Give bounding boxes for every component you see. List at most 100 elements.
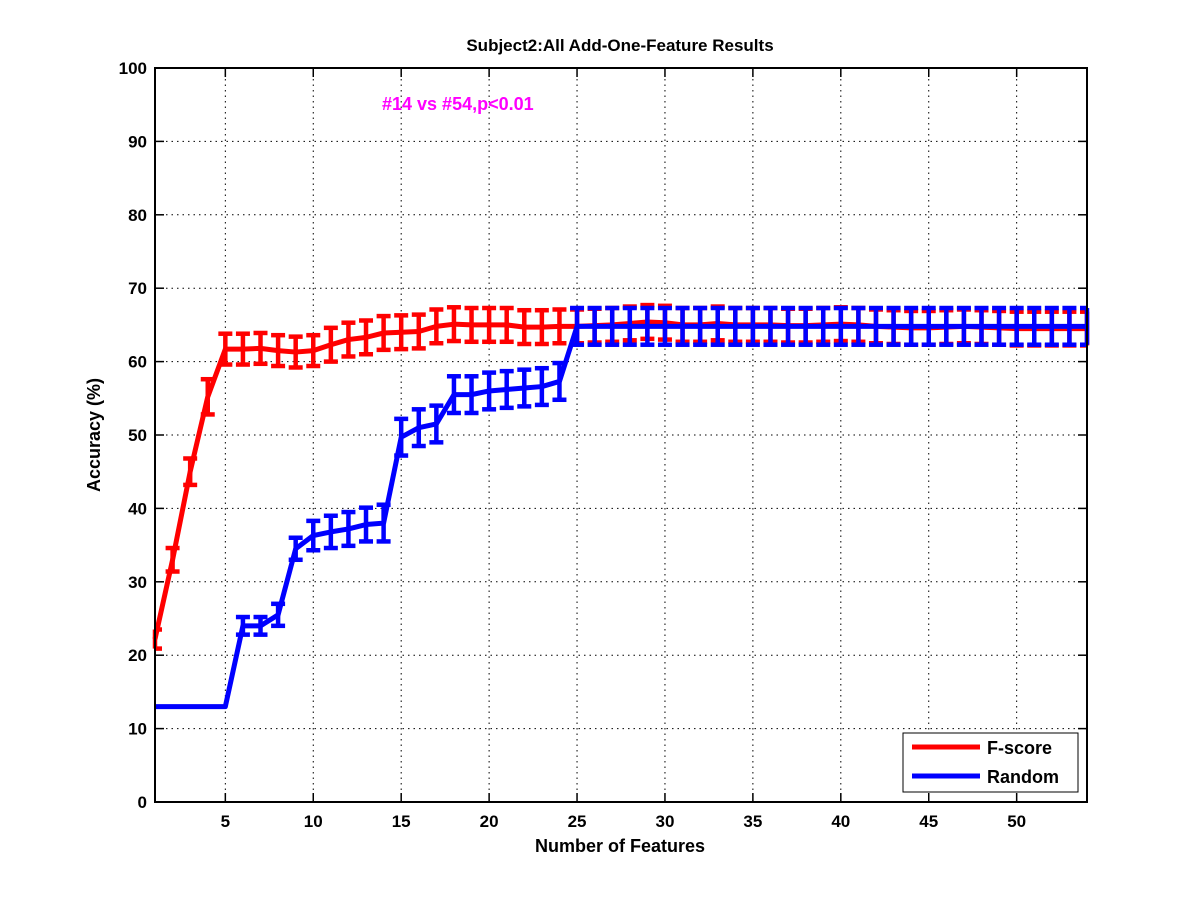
legend-label-random: Random [987,767,1059,787]
error-bar-random [939,305,954,347]
series-layer [152,302,1090,710]
legend-box [902,732,1079,793]
error-bar-random [710,305,725,347]
error-bar-random [745,305,760,347]
error-bar-fscore [534,307,549,347]
error-bar-random [341,509,356,549]
axis-ticks [155,67,1087,803]
y-tick-label: 10 [128,720,147,739]
error-bar-random [1027,305,1042,347]
x-tick-label: 50 [1007,812,1026,831]
y-tick-label: 20 [128,646,147,665]
legend: F-score Random [902,732,1079,793]
error-bar-fscore [446,305,461,344]
error-bar-fscore [306,332,321,369]
y-tick-label: 40 [128,499,147,518]
error-bar-fscore [341,320,356,359]
error-bar-random [587,305,602,347]
error-bar-random [622,305,637,347]
error-bar-random [534,365,549,408]
error-bar-random [1044,305,1059,347]
error-bar-random [394,416,409,458]
error-bar-fscore [323,325,338,364]
y-tick-label: 90 [128,132,147,151]
error-bar-fscore [253,330,268,367]
error-bar-fscore [183,456,198,488]
error-bar-fscore [429,307,444,346]
error-bar-random [763,305,778,347]
error-bar-random [464,374,479,416]
grid-lines [155,68,1087,802]
x-tick-label: 5 [221,812,230,831]
error-bar-random [376,502,391,544]
error-bar-fscore [235,331,250,367]
error-bar-fscore [218,331,233,367]
legend-label-fscore: F-score [987,738,1052,758]
error-bar-random [359,505,374,544]
x-tick-label: 45 [919,812,938,831]
error-bar-random [253,614,268,637]
significance-annotation: #14 vs #54,p<0.01 [382,94,534,114]
error-bar-random [904,305,919,347]
error-bar-random [552,360,567,403]
error-bar-fscore [165,545,180,574]
y-tick-label: 70 [128,279,147,298]
y-tick-label: 30 [128,573,147,592]
error-bar-fscore [499,305,514,345]
error-bar-fscore [517,307,532,347]
error-bar-random [921,305,936,347]
x-tick-label: 25 [568,812,587,831]
error-bar-random [657,305,672,347]
x-tick-label: 10 [304,812,323,831]
error-bar-random [992,305,1007,347]
x-tick-label: 20 [480,812,499,831]
y-axis-label: Accuracy (%) [84,378,104,492]
error-bar-random [781,305,796,347]
error-bar-random [675,305,690,347]
error-bar-random [288,535,303,563]
series-line-random [155,323,1087,710]
error-bar-random [605,305,620,347]
error-bar-fscore [359,318,374,357]
error-bar-random [446,374,461,416]
x-axis-label: Number of Features [535,836,705,856]
error-bar-random [1062,305,1077,347]
error-bar-random [235,614,250,637]
error-bar-fscore [394,313,409,352]
x-tick-label: 15 [392,812,411,831]
error-bar-random [429,403,444,445]
error-bar-random [482,370,497,412]
error-bar-fscore [288,334,303,370]
error-bar-random [851,305,866,347]
error-bar-random [323,513,338,551]
error-bar-fscore [376,313,391,353]
error-bar-random [956,305,971,347]
error-bar-random [499,368,514,411]
error-bar-fscore [411,312,426,351]
error-bar-fscore [464,305,479,345]
error-bar-random [411,407,426,449]
error-bar-random [868,305,883,347]
y-tick-label: 50 [128,426,147,445]
chart-title: Subject2:All Add-One-Feature Results [466,36,773,55]
error-bar-random [886,305,901,347]
error-bar-random [693,305,708,347]
error-bar-random [728,305,743,347]
error-bar-random [798,305,813,347]
error-bar-fscore [482,305,497,345]
error-bar-random [517,367,532,409]
error-bar-random [640,305,655,347]
error-bar-random [306,518,321,553]
error-bar-random [974,305,989,347]
error-bar-random [833,305,848,347]
error-bar-random [271,601,286,629]
y-tick-label: 100 [119,59,147,78]
error-bar-fscore [200,376,215,417]
error-bar-fscore [552,307,567,346]
x-tick-label: 40 [831,812,850,831]
error-bar-fscore [271,332,286,369]
error-bar-random [1009,305,1024,347]
y-tick-label: 80 [128,206,147,225]
x-tick-label: 35 [743,812,762,831]
